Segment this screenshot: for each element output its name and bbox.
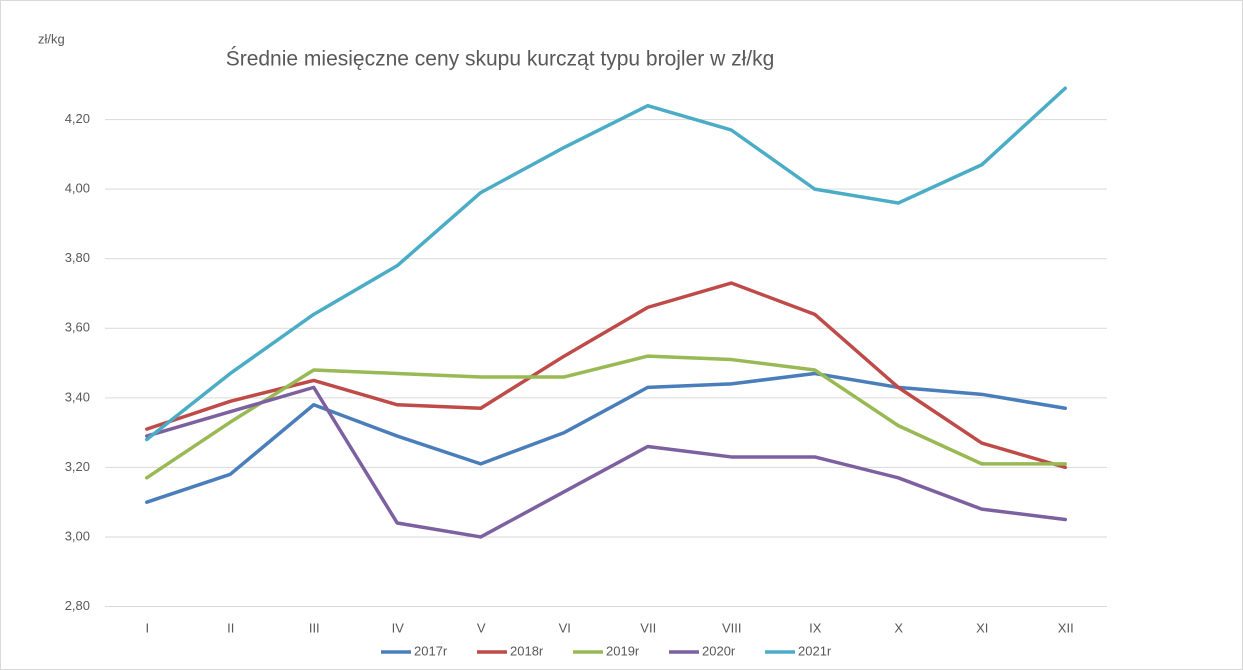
y-tick-label: 2,80 bbox=[65, 598, 90, 613]
line-series bbox=[145, 86, 1067, 442]
line-series bbox=[145, 385, 1067, 539]
x-tick-label: XI bbox=[976, 620, 988, 635]
chart-title: Średnie miesięczne ceny skupu kurcząt ty… bbox=[226, 47, 775, 71]
legend-label: 2020r bbox=[702, 643, 736, 658]
line-series bbox=[145, 371, 1067, 504]
x-tick-label: V bbox=[477, 620, 486, 635]
y-tick-label: 3,20 bbox=[65, 459, 90, 474]
legend-label: 2019r bbox=[606, 643, 640, 658]
x-tick-label: IX bbox=[809, 620, 822, 635]
x-tick-label: XII bbox=[1058, 620, 1074, 635]
x-tick-label: IV bbox=[392, 620, 405, 635]
x-tick-label: X bbox=[894, 620, 903, 635]
x-tick-label: VIII bbox=[722, 620, 742, 635]
legend-label: 2018r bbox=[510, 643, 544, 658]
x-tick-label: III bbox=[309, 620, 320, 635]
x-tick-label: VII bbox=[640, 620, 656, 635]
legend-label: 2017r bbox=[414, 643, 448, 658]
x-tick-label: I bbox=[145, 620, 149, 635]
line-series bbox=[145, 354, 1067, 480]
legend-label: 2021r bbox=[798, 643, 832, 658]
y-tick-label: 4,20 bbox=[65, 111, 90, 126]
y-tick-label: 3,60 bbox=[65, 320, 90, 335]
x-tick-label: II bbox=[227, 620, 234, 635]
x-tick-label: VI bbox=[559, 620, 571, 635]
y-tick-label: 3,80 bbox=[65, 250, 90, 265]
y-tick-label: 3,40 bbox=[65, 389, 90, 404]
line-series bbox=[145, 281, 1067, 470]
y-tick-label: 4,00 bbox=[65, 181, 90, 196]
y-tick-label: 3,00 bbox=[65, 528, 90, 543]
y-axis-label: zł/kg bbox=[38, 31, 65, 46]
